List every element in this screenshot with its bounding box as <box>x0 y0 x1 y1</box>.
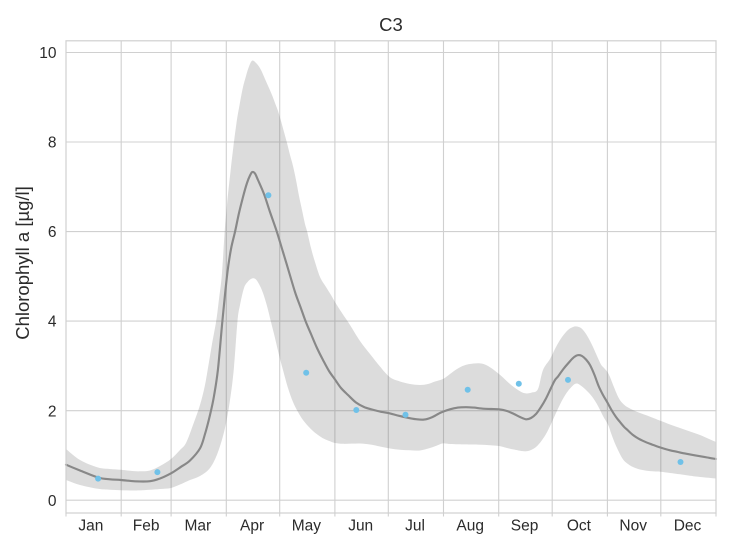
svg-text:Oct: Oct <box>567 518 592 535</box>
svg-text:Aug: Aug <box>456 518 484 535</box>
svg-text:Feb: Feb <box>133 518 160 535</box>
svg-text:Sep: Sep <box>511 518 539 535</box>
svg-text:Mar: Mar <box>184 518 211 535</box>
svg-text:10: 10 <box>39 45 57 62</box>
svg-text:Jul: Jul <box>405 518 425 535</box>
svg-text:Jan: Jan <box>78 518 103 535</box>
svg-text:May: May <box>292 518 322 535</box>
svg-text:8: 8 <box>48 135 57 152</box>
svg-text:Dec: Dec <box>674 518 702 535</box>
svg-text:2: 2 <box>48 403 57 420</box>
svg-text:C3: C3 <box>379 14 403 35</box>
svg-text:Jun: Jun <box>348 518 373 535</box>
svg-text:4: 4 <box>48 314 57 331</box>
svg-text:Chlorophyll a [µg/l]: Chlorophyll a [µg/l] <box>12 186 33 340</box>
svg-text:0: 0 <box>48 493 57 510</box>
svg-text:Nov: Nov <box>619 518 647 535</box>
svg-text:6: 6 <box>48 224 57 241</box>
svg-text:Apr: Apr <box>240 518 264 535</box>
